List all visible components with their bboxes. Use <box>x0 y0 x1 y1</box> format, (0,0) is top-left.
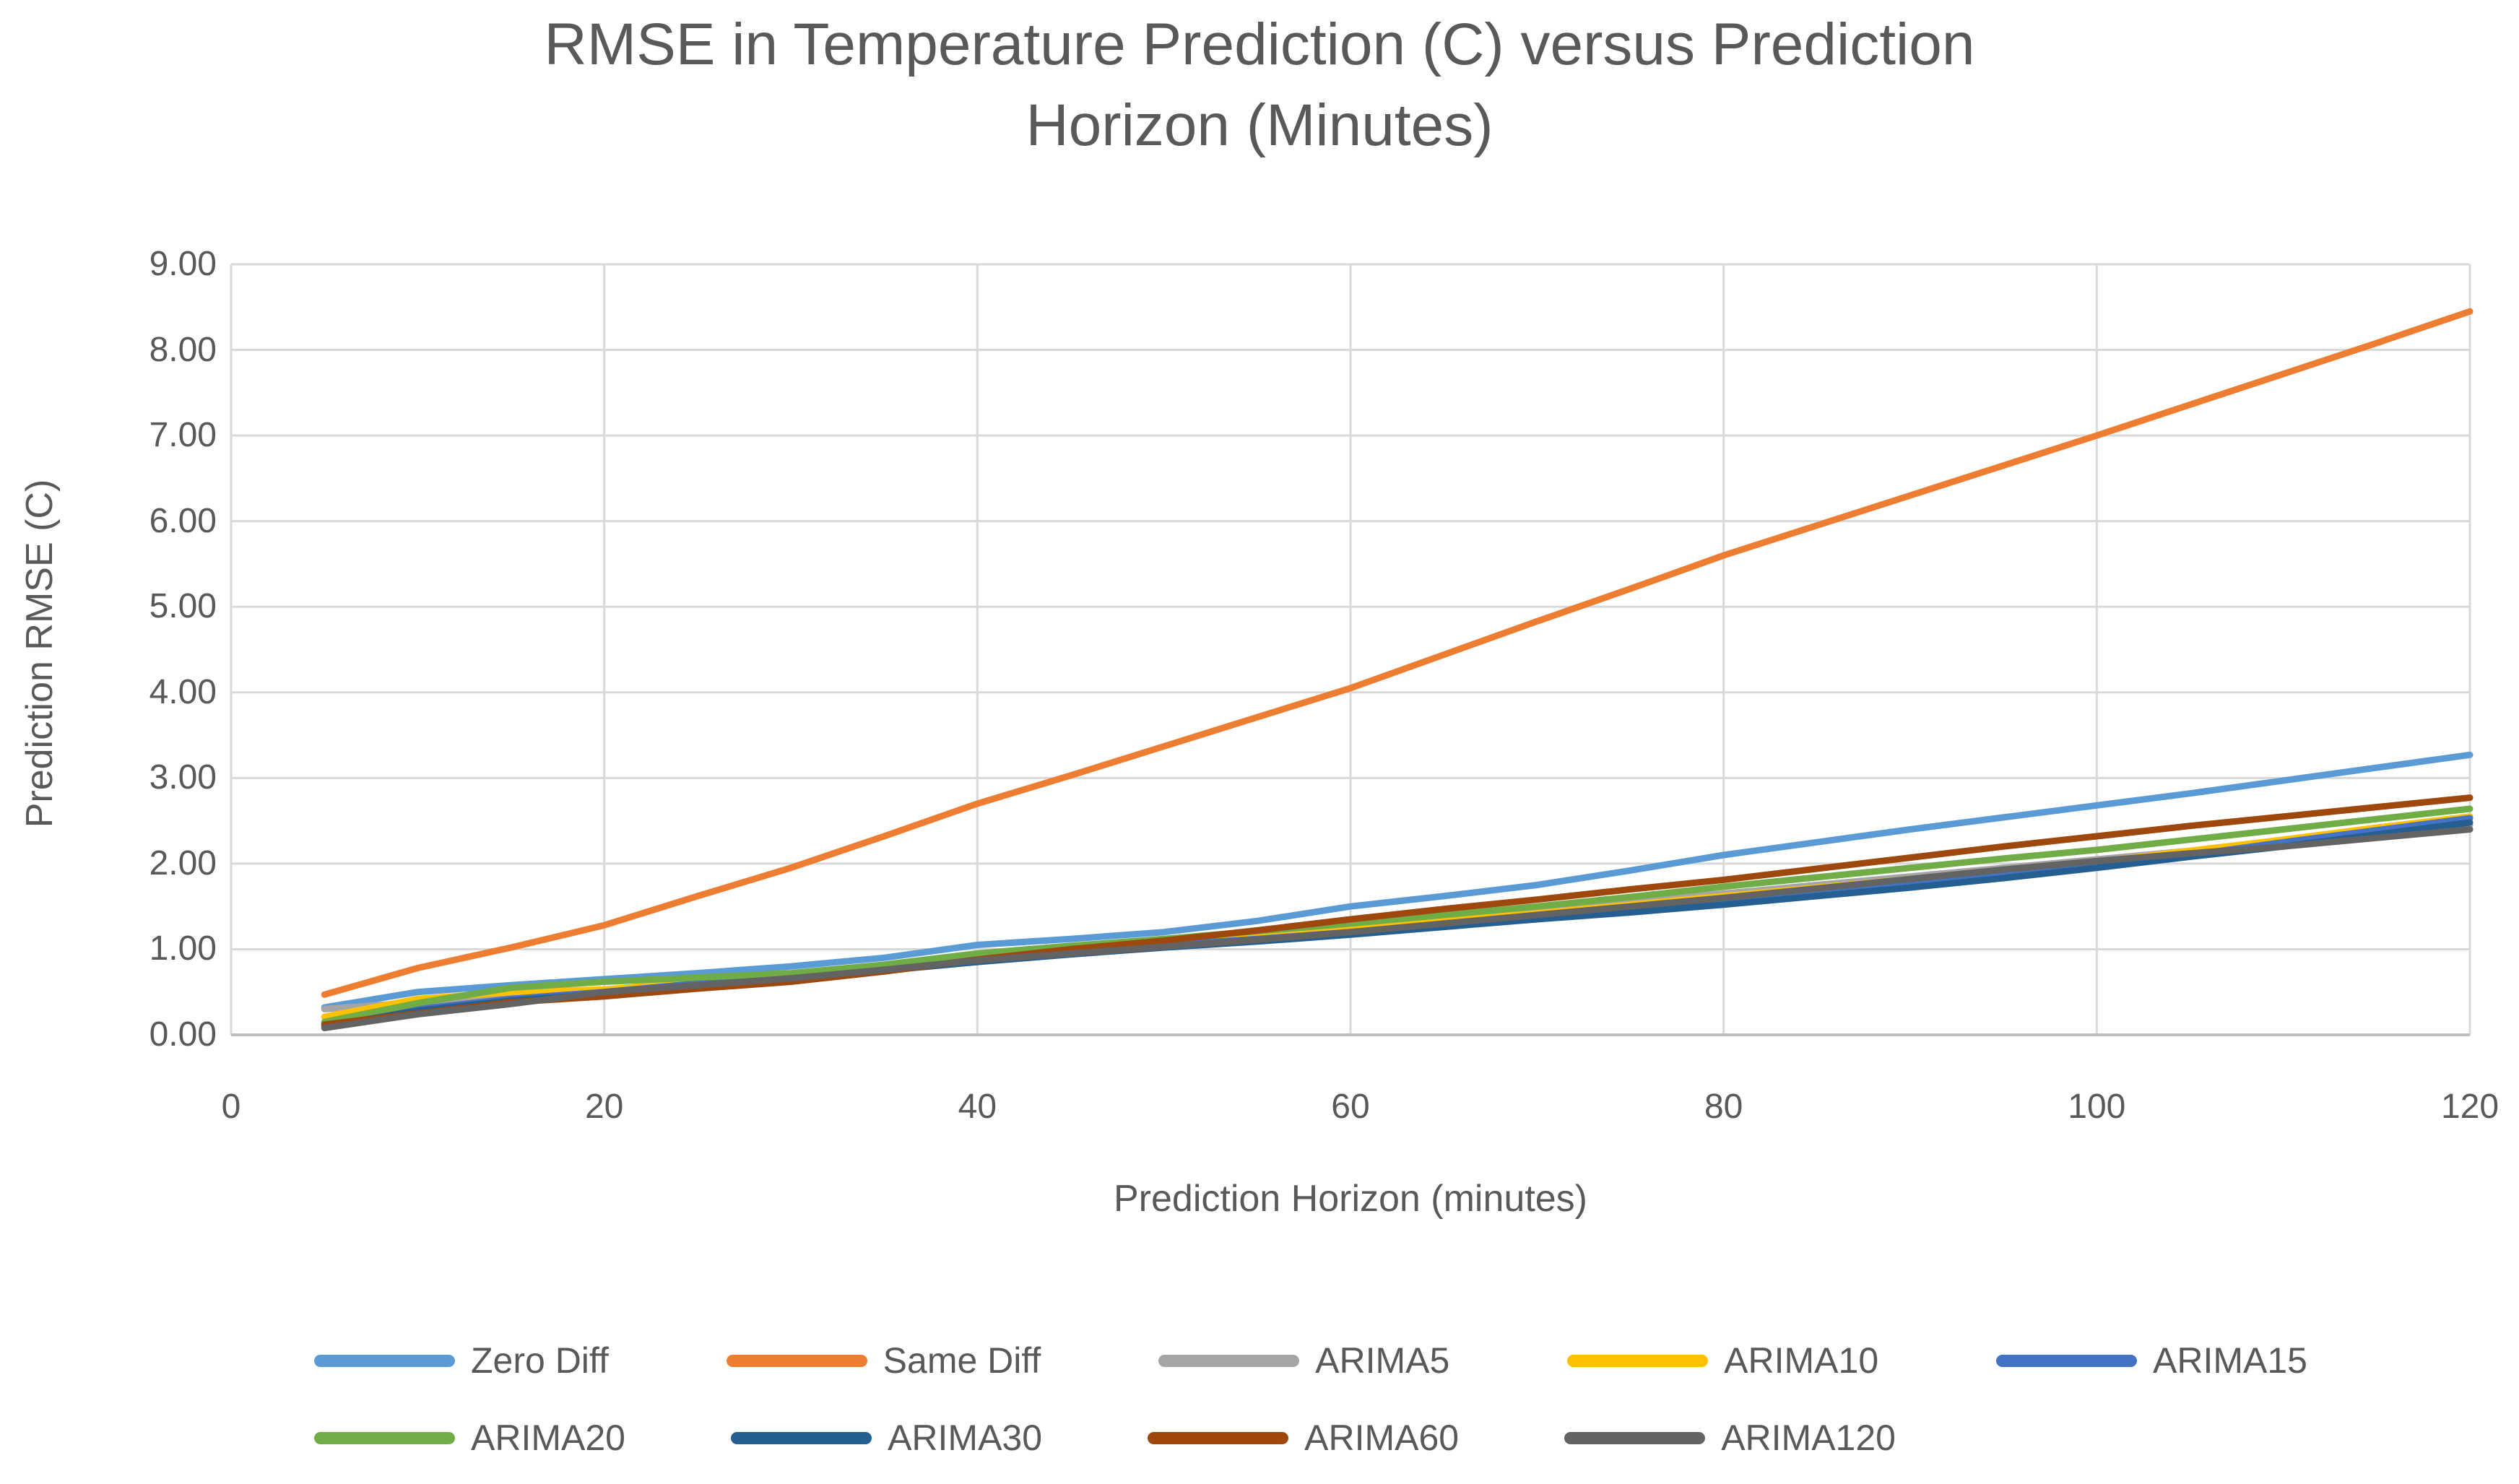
legend-swatch-arima60 <box>1148 1431 1289 1444</box>
chart-title-line1: RMSE in Temperature Prediction (C) versu… <box>544 12 1975 77</box>
legend-label-arima15: ARIMA15 <box>2152 1340 2307 1381</box>
legend-swatch-arima120 <box>1564 1431 1706 1444</box>
legend-label-same-diff: Same Diff <box>883 1340 1041 1381</box>
series-line-arima20 <box>321 805 2474 1025</box>
legend-item-arima120: ARIMA120 <box>1564 1417 1896 1459</box>
chart-title-line2: Horizon (Minutes) <box>1026 92 1493 158</box>
x-tick-label-40: 40 <box>958 1088 997 1126</box>
y-tick-label-4.00: 4.00 <box>149 672 217 711</box>
chart-title: RMSE in Temperature Prediction (C) versu… <box>0 4 2519 166</box>
x-tick-label-80: 80 <box>1704 1088 1743 1126</box>
legend-row-2: ARIMA20 ARIMA30 ARIMA60 ARIMA120 <box>314 1417 1896 1459</box>
legend-swatch-arima20 <box>314 1431 455 1444</box>
x-tick-label-0: 0 <box>221 1088 241 1126</box>
legend-item-same-diff: Same Diff <box>726 1340 1041 1381</box>
series-line-zero-diff <box>321 751 2474 1011</box>
legend-swatch-arima30 <box>731 1431 872 1444</box>
legend-item-arima15: ARIMA15 <box>1995 1340 2307 1381</box>
y-tick-label-9.00: 9.00 <box>149 245 217 283</box>
y-tick-label-5.00: 5.00 <box>149 587 217 626</box>
legend-swatch-zero-diff <box>314 1354 455 1367</box>
legend-swatch-same-diff <box>726 1354 867 1367</box>
legend-label-arima10: ARIMA10 <box>1724 1340 1879 1381</box>
legend-label-arima60: ARIMA60 <box>1304 1418 1460 1458</box>
x-tick-label-60: 60 <box>1331 1088 1370 1126</box>
legend-label-arima20: ARIMA20 <box>471 1418 625 1458</box>
y-tick-label-0.00: 0.00 <box>149 1015 217 1054</box>
legend-item-zero-diff: Zero Diff <box>314 1340 609 1381</box>
series-line-same-diff <box>321 308 2474 998</box>
legend-swatch-arima10 <box>1567 1354 1709 1367</box>
legend-item-arima20: ARIMA20 <box>314 1417 625 1459</box>
legend-label-zero-diff: Zero Diff <box>471 1340 609 1381</box>
legend-label-arima5: ARIMA5 <box>1315 1340 1450 1381</box>
x-tick-label-100: 100 <box>2068 1088 2126 1126</box>
legend-item-arima60: ARIMA60 <box>1148 1417 1459 1459</box>
legend-label-arima30: ARIMA30 <box>888 1418 1043 1458</box>
y-tick-label-8.00: 8.00 <box>149 330 217 369</box>
series-line-arima60 <box>321 794 2474 1028</box>
legend-item-arima30: ARIMA30 <box>731 1417 1042 1459</box>
legend-swatch-arima15 <box>1995 1354 2137 1367</box>
legend-item-arima10: ARIMA10 <box>1567 1340 1878 1381</box>
x-tick-label-120: 120 <box>2440 1088 2500 1126</box>
y-tick-label-1.00: 1.00 <box>149 929 217 968</box>
legend-row-1: Zero Diff Same Diff ARIMA5 ARIMA10 ARIMA15 <box>314 1340 2307 1381</box>
x-axis-title: Prediction Horizon (minutes) <box>1113 1178 1588 1220</box>
y-tick-label-6.00: 6.00 <box>149 501 217 540</box>
y-tick-label-7.00: 7.00 <box>149 416 217 455</box>
legend-label-arima120: ARIMA120 <box>1721 1418 1896 1458</box>
y-tick-label-3.00: 3.00 <box>149 758 217 797</box>
legend-item-arima5: ARIMA5 <box>1158 1340 1449 1381</box>
series-line-arima120 <box>321 826 2474 1031</box>
legend-swatch-arima5 <box>1158 1354 1300 1367</box>
y-tick-label-2.00: 2.00 <box>149 843 217 882</box>
x-tick-label-20: 20 <box>584 1088 624 1126</box>
